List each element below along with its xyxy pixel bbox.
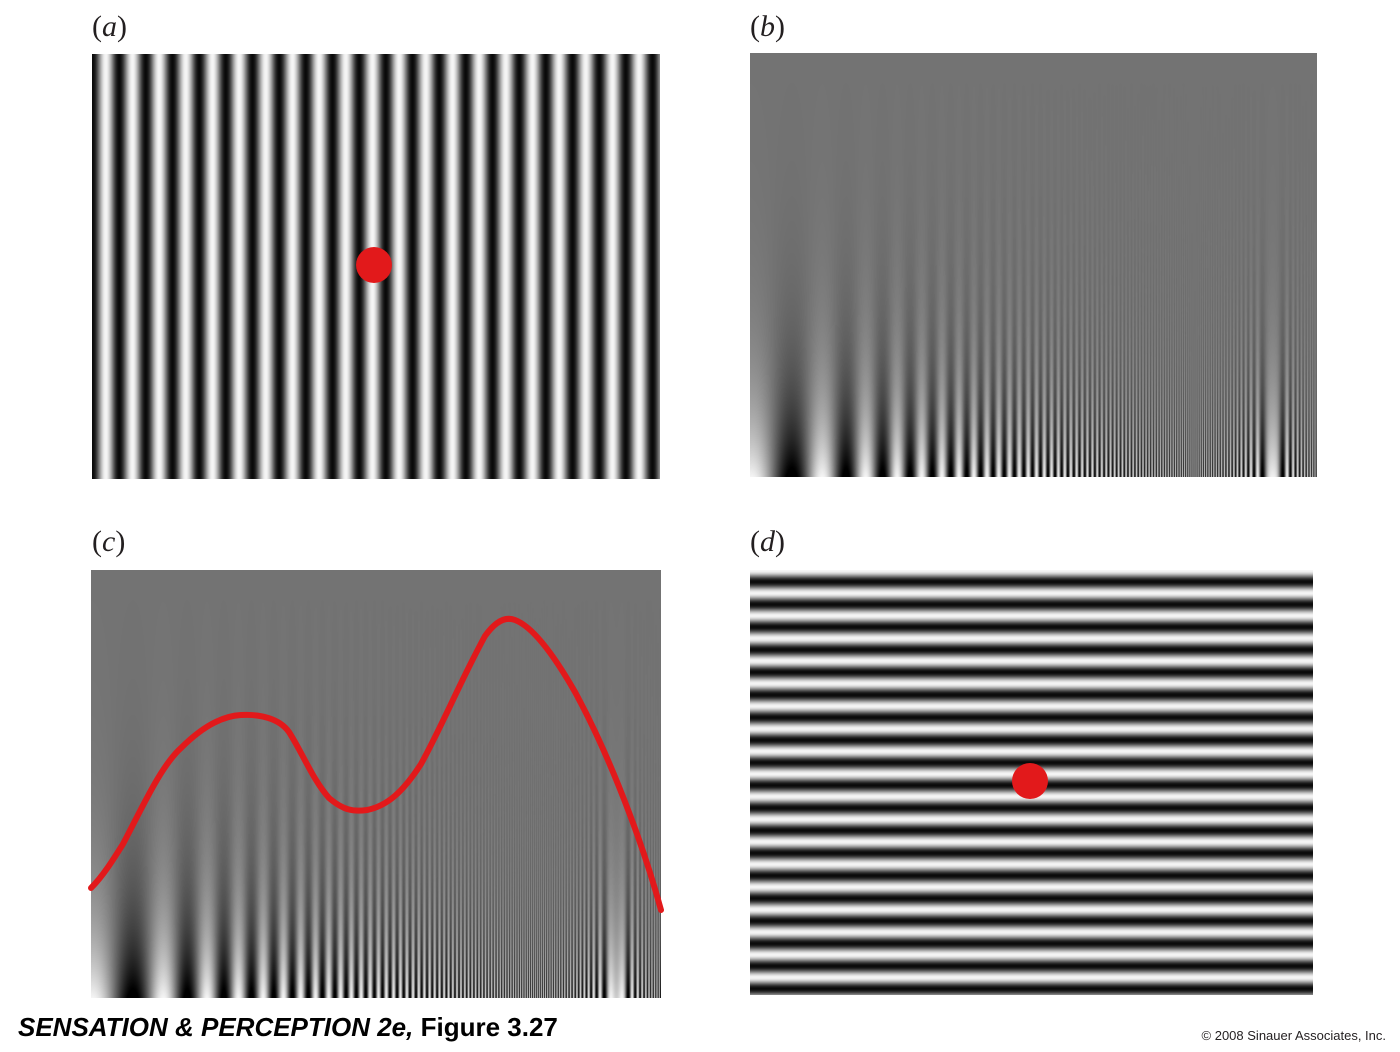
fixation-dot-a xyxy=(356,247,392,283)
figure-caption: SENSATION & PERCEPTION 2e, Figure 3.27 xyxy=(18,1012,558,1043)
contrast-sensitivity-curve-layer xyxy=(88,615,664,913)
panel-label-a: (a) xyxy=(92,10,127,43)
book-title: SENSATION & PERCEPTION 2e, xyxy=(18,1012,414,1042)
panel-label-b: (b) xyxy=(750,10,785,43)
contrast-sensitivity-chart-panel xyxy=(750,53,1317,477)
figure-number: Figure 3.27 xyxy=(413,1012,558,1042)
contrast-sensitivity-chart-with-curve-panel xyxy=(91,570,661,998)
fixation-dot-d-layer xyxy=(1012,763,1048,799)
fixation-dot-a-layer xyxy=(356,247,392,283)
fixation-dot-d xyxy=(1012,763,1048,799)
copyright-notice: © 2008 Sinauer Associates, Inc. xyxy=(1201,1028,1386,1043)
panel-label-c: (c) xyxy=(92,525,126,558)
panel-label-d: (d) xyxy=(750,525,785,558)
contrast-sensitivity-curve xyxy=(88,615,664,913)
